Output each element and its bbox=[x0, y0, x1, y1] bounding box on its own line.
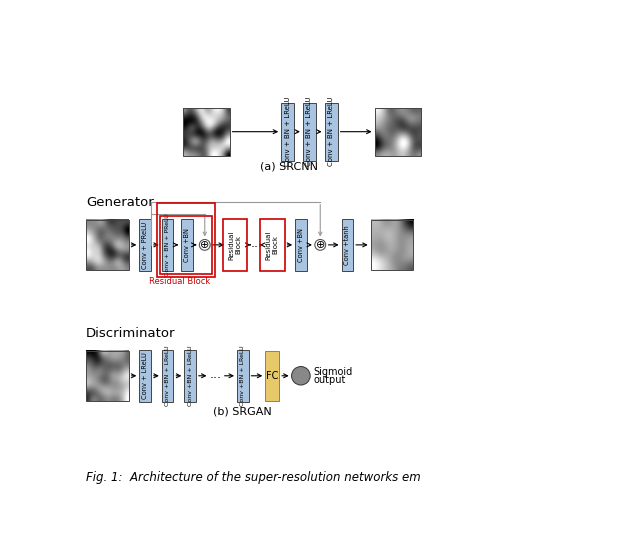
Text: Conv +BN: Conv +BN bbox=[184, 228, 190, 262]
Bar bbox=[260, 219, 285, 271]
Text: Conv + BN + LReLU: Conv + BN + LReLU bbox=[307, 97, 312, 167]
Bar bbox=[140, 219, 151, 271]
Text: ⊕: ⊕ bbox=[316, 240, 325, 250]
Bar bbox=[86, 351, 129, 401]
Text: Fig. 1:  Architecture of the super-resolution networks em: Fig. 1: Architecture of the super-resolu… bbox=[86, 471, 421, 484]
Text: Conv + PReLU: Conv + PReLU bbox=[142, 221, 148, 268]
Bar bbox=[295, 219, 307, 271]
Bar bbox=[184, 349, 196, 402]
Circle shape bbox=[292, 367, 310, 385]
Bar bbox=[140, 349, 151, 402]
Bar bbox=[181, 219, 193, 271]
Bar bbox=[237, 349, 248, 402]
Text: Residual
Block: Residual Block bbox=[266, 230, 278, 259]
Text: ...: ... bbox=[210, 368, 221, 381]
Text: Conv + BN + LReLU: Conv + BN + LReLU bbox=[328, 97, 334, 167]
Bar bbox=[162, 349, 173, 402]
Text: Discriminator: Discriminator bbox=[86, 327, 176, 341]
Text: (b) SRGAN: (b) SRGAN bbox=[213, 407, 272, 417]
Bar bbox=[371, 220, 413, 270]
Bar bbox=[324, 103, 338, 161]
Bar bbox=[303, 103, 316, 161]
Text: ⊕: ⊕ bbox=[200, 240, 209, 250]
Text: Conv + LReLU: Conv + LReLU bbox=[142, 352, 148, 399]
Text: Conv +BN: Conv +BN bbox=[298, 228, 304, 262]
Text: Residual
Block: Residual Block bbox=[228, 230, 241, 259]
Text: Conv +tanh: Conv +tanh bbox=[344, 225, 350, 265]
Bar bbox=[281, 103, 294, 161]
Circle shape bbox=[199, 240, 210, 250]
Circle shape bbox=[315, 240, 326, 250]
Bar bbox=[265, 351, 279, 401]
Bar bbox=[374, 108, 421, 156]
Text: Sigmoid: Sigmoid bbox=[313, 367, 353, 377]
Bar bbox=[157, 203, 215, 277]
Bar bbox=[160, 216, 212, 274]
Text: Conv +BN + LReLU: Conv +BN + LReLU bbox=[188, 346, 193, 406]
Text: Residual Block: Residual Block bbox=[149, 277, 210, 286]
Text: FC: FC bbox=[266, 371, 278, 381]
Text: Conv +BN + LReLU: Conv +BN + LReLU bbox=[240, 346, 245, 406]
Bar bbox=[162, 219, 173, 271]
Bar bbox=[223, 219, 248, 271]
Text: output: output bbox=[313, 375, 346, 385]
Bar bbox=[86, 220, 129, 270]
Text: Conv + BN + LReLU: Conv + BN + LReLU bbox=[285, 97, 291, 167]
Bar bbox=[342, 219, 353, 271]
Text: (a) SRCNN: (a) SRCNN bbox=[260, 161, 318, 171]
Bar bbox=[183, 108, 230, 156]
Text: Conv +BN + LReLU: Conv +BN + LReLU bbox=[165, 346, 170, 406]
Text: ...: ... bbox=[251, 237, 262, 250]
Text: Conv + BN + PReLU: Conv + BN + PReLU bbox=[165, 214, 170, 276]
Text: Generator: Generator bbox=[86, 197, 154, 209]
